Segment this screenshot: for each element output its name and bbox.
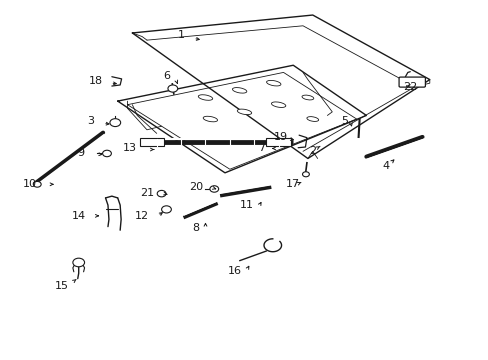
Circle shape [302, 172, 309, 177]
Ellipse shape [306, 117, 318, 121]
Text: 22: 22 [402, 82, 417, 92]
FancyBboxPatch shape [398, 77, 425, 87]
Text: 20: 20 [188, 182, 203, 192]
Circle shape [33, 181, 41, 187]
Text: 10: 10 [23, 179, 37, 189]
Circle shape [209, 186, 218, 192]
Text: 11: 11 [240, 200, 253, 210]
Text: 7: 7 [258, 143, 264, 153]
Text: 21: 21 [140, 188, 154, 198]
Ellipse shape [232, 87, 246, 93]
Text: 2: 2 [308, 146, 316, 156]
Text: 5: 5 [340, 116, 347, 126]
Text: 15: 15 [55, 281, 68, 291]
Text: 18: 18 [88, 76, 102, 86]
Text: 12: 12 [135, 211, 149, 221]
Text: 14: 14 [72, 211, 85, 221]
Text: 4: 4 [382, 161, 388, 171]
Circle shape [110, 119, 121, 127]
Polygon shape [118, 65, 366, 173]
Text: 6: 6 [163, 71, 170, 81]
Ellipse shape [237, 109, 251, 114]
Circle shape [167, 85, 177, 92]
Circle shape [102, 150, 111, 157]
Text: 13: 13 [122, 143, 137, 153]
Ellipse shape [203, 116, 217, 122]
Circle shape [161, 206, 171, 213]
Polygon shape [132, 15, 429, 158]
Text: 1: 1 [177, 30, 184, 40]
Circle shape [73, 258, 84, 267]
Text: 8: 8 [192, 224, 199, 233]
Text: 16: 16 [227, 266, 241, 276]
Bar [140, 138, 163, 146]
Ellipse shape [302, 95, 313, 100]
Circle shape [157, 190, 165, 197]
Ellipse shape [266, 80, 281, 86]
Text: 17: 17 [285, 179, 300, 189]
Text: 19: 19 [273, 132, 287, 142]
Text: 9: 9 [78, 148, 84, 158]
Bar [266, 138, 290, 146]
Text: 3: 3 [87, 116, 94, 126]
Ellipse shape [271, 102, 285, 107]
Ellipse shape [198, 95, 212, 100]
